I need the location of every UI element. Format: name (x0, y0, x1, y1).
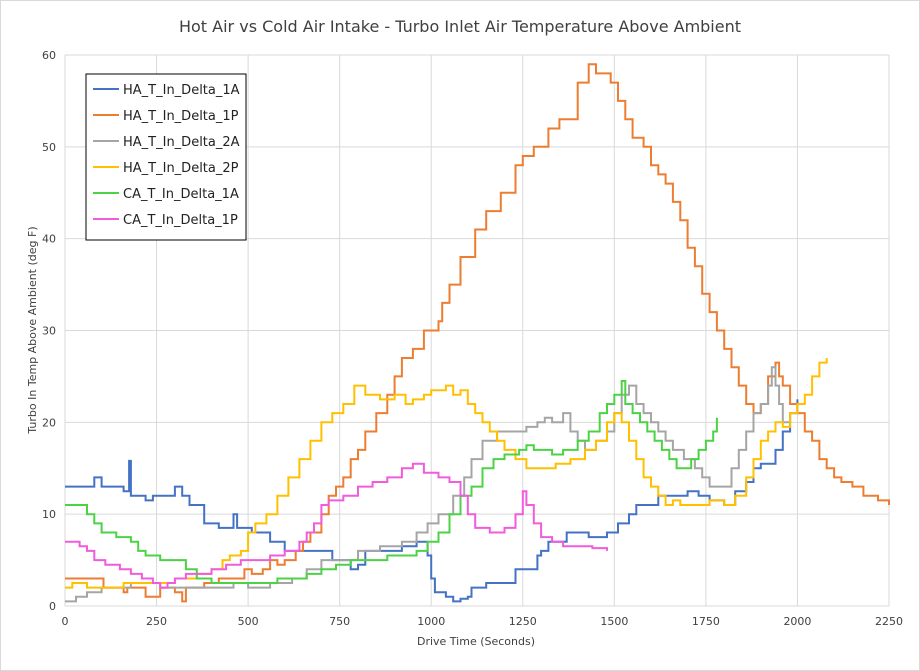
y-tick-label: 0 (49, 600, 56, 613)
legend-box (85, 73, 247, 241)
x-tick-label: 1500 (600, 615, 628, 628)
x-tick-label: 1000 (417, 615, 445, 628)
x-tick-label: 0 (62, 615, 69, 628)
series-line-HA_T_In_Delta_1P (65, 63, 890, 603)
x-tick-label: 2000 (783, 615, 811, 628)
x-axis-label: Drive Time (Seconds) (417, 635, 535, 648)
legend-entry: HA_T_In_Delta_2A (123, 135, 240, 150)
legend-entry: HA_T_In_Delta_1A (123, 83, 240, 98)
series-lines (65, 63, 890, 603)
y-tick-label: 50 (42, 141, 56, 154)
series-line-HA_T_In_Delta_1A (65, 399, 799, 603)
series-line-CA_T_In_Delta_1A (65, 380, 718, 584)
y-tick-label: 20 (42, 416, 56, 429)
x-tick-label: 250 (146, 615, 167, 628)
series-line-CA_T_In_Delta_1P (65, 462, 608, 589)
legend-entry: CA_T_In_Delta_1P (123, 213, 238, 228)
chart-title: Hot Air vs Cold Air Intake - Turbo Inlet… (179, 17, 741, 36)
y-axis-label: Turbo In Temp Above Ambient (deg F) (26, 226, 39, 434)
legend-entry: HA_T_In_Delta_1P (123, 109, 239, 124)
x-tick-label: 1250 (509, 615, 537, 628)
x-tick-label: 2250 (875, 615, 903, 628)
legend-entry: CA_T_In_Delta_1A (123, 187, 239, 202)
y-tick-label: 30 (42, 325, 56, 338)
series-line-HA_T_In_Delta_2P (65, 358, 828, 589)
legend: HA_T_In_Delta_1A HA_T_In_Delta_1P HA_T_In_… (85, 73, 247, 241)
x-tick-label: 750 (329, 615, 350, 628)
x-tick-label: 1750 (692, 615, 720, 628)
y-tick-label: 40 (42, 233, 56, 246)
y-axis-ticks: 0 10 20 30 40 50 60 (42, 49, 56, 613)
x-axis-ticks: 0 250 500 750 1000 1250 1500 1750 2000 2250 (62, 615, 904, 628)
y-tick-label: 60 (42, 49, 56, 62)
y-tick-label: 10 (42, 508, 56, 521)
x-tick-label: 500 (238, 615, 259, 628)
legend-entry: HA_T_In_Delta_2P (123, 161, 239, 176)
